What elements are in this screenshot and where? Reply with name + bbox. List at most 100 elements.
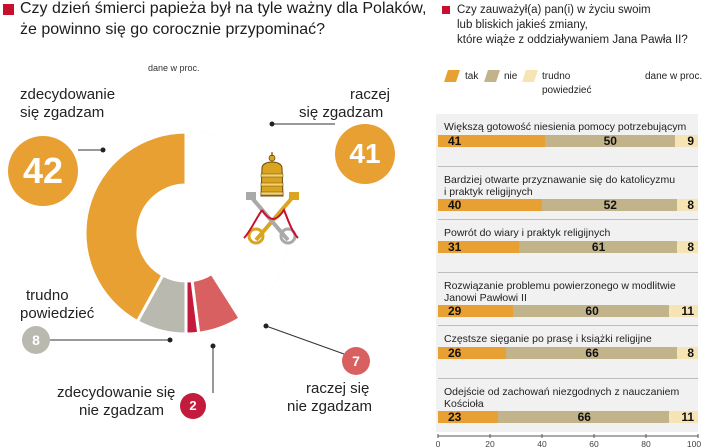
row-label: Janowi Pawłowi II — [444, 292, 527, 304]
value-trudno: 8 — [22, 326, 50, 354]
bar-segment-trudno — [677, 241, 698, 253]
right-unit-note: dane w proc. — [645, 71, 703, 82]
bar-value-label: 26 — [448, 346, 462, 360]
row-label: Kościoła — [444, 398, 484, 410]
value-zdecydowanie-nie: 2 — [180, 393, 206, 419]
left-title-line1: Czy dzień śmierci papieża był na tyle wa… — [20, 0, 427, 17]
x-tick-label: 60 — [589, 439, 599, 448]
value-raczej-nie: 7 — [342, 347, 370, 375]
label-trudno-line2: powiedzieć — [20, 305, 95, 322]
bar-segment-nie — [505, 347, 678, 359]
bar-value-label: 60 — [585, 304, 599, 318]
bar-value-label: 8 — [687, 240, 694, 254]
right-title-line2: lub bliskich jakieś zmiany, — [457, 19, 588, 31]
leader-znz-dot — [210, 343, 216, 349]
bar-segment-nie — [513, 305, 670, 317]
row-separator — [438, 219, 698, 220]
bar-segment-trudno — [677, 199, 698, 211]
row-label: Bardziej otwarte przyznawanie się do kat… — [444, 174, 676, 186]
bar-segment-trudno — [669, 305, 698, 317]
row-separator — [438, 325, 698, 326]
row-label: Większą gotowość niesienia pomocy potrze… — [444, 121, 687, 133]
stacked-bar: 31 61 8 — [438, 240, 698, 254]
bar-value-label: 31 — [448, 240, 462, 254]
bar-value-label: 8 — [687, 346, 694, 360]
bar-value-label: 29 — [448, 304, 462, 318]
row-label: Powrót do wiary i praktyk religijnych — [444, 227, 611, 239]
right-title-marker — [442, 6, 450, 14]
row-separator — [438, 166, 698, 167]
row-label: Rozwiązanie problemu powierzonego w modl… — [444, 280, 676, 292]
bar-segment-nie — [497, 411, 670, 423]
bar-value-label: 23 — [448, 410, 462, 424]
bar-segment-nie — [518, 241, 678, 253]
bar-segment-nie — [544, 135, 675, 147]
row-label: Odejście od zachowań niezgodnych z naucz… — [444, 386, 680, 398]
stacked-bar: 41 50 9 — [438, 134, 698, 148]
leader-rz-dot — [269, 121, 275, 127]
leader-rnz-dot — [263, 323, 269, 329]
bar-segment-tak — [438, 305, 514, 317]
right-title-line1: Czy zauważył(a) pan(i) w życiu swoim — [457, 4, 651, 16]
label-raczej-zgadzam-line1: raczej — [350, 86, 391, 103]
right-title-line3: które wiąże z oddziaływaniem Jana Pawła … — [457, 34, 688, 46]
bar-value-label: 61 — [591, 240, 606, 254]
bar-value-label: 66 — [577, 410, 591, 424]
pie-center — [138, 185, 234, 281]
x-tick-label: 80 — [641, 439, 651, 448]
bar-value-label: 52 — [603, 198, 617, 212]
label-raczej-nie-line1: raczej się — [306, 380, 370, 397]
label-raczej-zgadzam-line2: się zgadzam — [299, 104, 384, 121]
bar-segment-tak — [438, 347, 506, 359]
title-marker — [3, 4, 14, 15]
bar-value-label: 40 — [448, 198, 462, 212]
legend-tak: tak — [465, 71, 479, 82]
x-tick-label: 40 — [537, 439, 547, 448]
row-separator — [438, 378, 698, 379]
x-tick-label: 100 — [687, 439, 701, 448]
label-raczej-nie-line2: nie zgadzam — [287, 398, 373, 415]
label-zdecydowanie-nie-line2: nie zgadzam — [79, 402, 165, 419]
row-label: i praktyk religijnych — [444, 186, 533, 198]
bar-panel — [436, 114, 698, 432]
bar-segment-tak — [438, 135, 545, 147]
leader-tp-dot — [167, 337, 173, 343]
stacked-bar: 29 60 11 — [438, 304, 698, 318]
bar-segment-tak — [438, 241, 519, 253]
row-separator — [438, 272, 698, 273]
x-tick-label: 20 — [485, 439, 495, 448]
left-unit-note: dane w proc. — [148, 63, 200, 73]
legend-nie: nie — [504, 71, 518, 82]
bar-value-label: 9 — [687, 134, 694, 148]
legend-trudno-line2: powiedzieć — [542, 85, 592, 96]
bar-value-label: 8 — [687, 198, 694, 212]
stacked-bar: 23 66 11 — [438, 410, 698, 424]
bar-segment-tak — [438, 199, 542, 211]
bar-value-label: 11 — [681, 304, 694, 318]
pie-slice-zdecydowanie-się-zgadzam — [83, 130, 188, 324]
label-zdecydowanie-zgadzam-line2: się zgadzam — [20, 104, 105, 121]
bar-segment-trudno — [669, 411, 698, 423]
x-tick-label: 0 — [436, 439, 441, 448]
row-label: Częstsze sięganie po prasę i książki rel… — [444, 333, 652, 345]
value-zdecydowanie-zgadzam: 42 — [8, 136, 78, 206]
vatican-keys-emblem — [243, 152, 299, 245]
bar-value-label: 66 — [585, 346, 599, 360]
stacked-bar: 26 66 8 — [438, 346, 698, 360]
bar-value-label: 11 — [681, 410, 694, 424]
stacked-bar: 40 52 8 — [438, 198, 698, 212]
leader-rnz — [265, 325, 345, 355]
left-title-line2: że powinno się go corocznie przypominać? — [20, 21, 326, 38]
bar-segment-trudno — [674, 135, 698, 147]
leader-zz-dot — [100, 147, 106, 153]
label-zdecydowanie-zgadzam-line1: zdecydowanie — [20, 86, 116, 103]
bar-segment-tak — [438, 411, 498, 423]
bar-segment-nie — [542, 199, 678, 211]
bar-segment-trudno — [677, 347, 698, 359]
bar-value-label: 50 — [603, 134, 617, 148]
value-raczej-zgadzam: 41 — [335, 124, 395, 184]
legend-trudno-line1: trudno — [542, 71, 571, 82]
bar-value-label: 41 — [448, 134, 462, 148]
